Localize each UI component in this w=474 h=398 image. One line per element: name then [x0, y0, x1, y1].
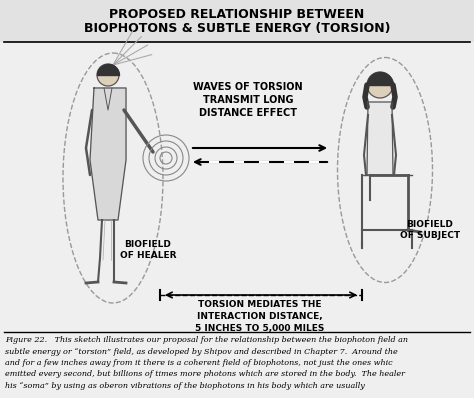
- Bar: [0, 0, 474, 42]
- Circle shape: [367, 72, 393, 98]
- Text: subtle energy or “torsion” field, as developed by Shipov and described in Chapte: subtle energy or “torsion” field, as dev…: [5, 347, 398, 355]
- Text: BIOFIELD
OF SUBJECT: BIOFIELD OF SUBJECT: [400, 220, 460, 240]
- Text: BIOFIELD
OF HEALER: BIOFIELD OF HEALER: [120, 240, 176, 260]
- Text: BIOPHOTONS & SUBTLE ENERGY (TORSION): BIOPHOTONS & SUBTLE ENERGY (TORSION): [84, 22, 390, 35]
- Polygon shape: [367, 102, 393, 175]
- Text: and for a few inches away from it there is a coherent field of biophotons, not j: and for a few inches away from it there …: [5, 359, 392, 367]
- Circle shape: [97, 64, 119, 86]
- Text: Figure 22.   This sketch illustrates our proposal for the relationship between t: Figure 22. This sketch illustrates our p…: [5, 336, 408, 344]
- Polygon shape: [90, 88, 126, 220]
- Text: emitted every second, but billions of times more photons which are stored in the: emitted every second, but billions of ti…: [5, 371, 405, 378]
- Text: his “soma” by using as oberon vibrations of the biophotons in his body which are: his “soma” by using as oberon vibrations…: [5, 382, 365, 390]
- Text: WAVES OF TORSION
TRANSMIT LONG
DISTANCE EFFECT: WAVES OF TORSION TRANSMIT LONG DISTANCE …: [193, 82, 303, 118]
- Text: TORSION MEDIATES THE
INTERACTION DISTANCE,
5 INCHES TO 5,000 MILES: TORSION MEDIATES THE INTERACTION DISTANC…: [195, 300, 325, 333]
- Text: PROPOSED RELATIONSHIP BETWEEN: PROPOSED RELATIONSHIP BETWEEN: [109, 8, 365, 21]
